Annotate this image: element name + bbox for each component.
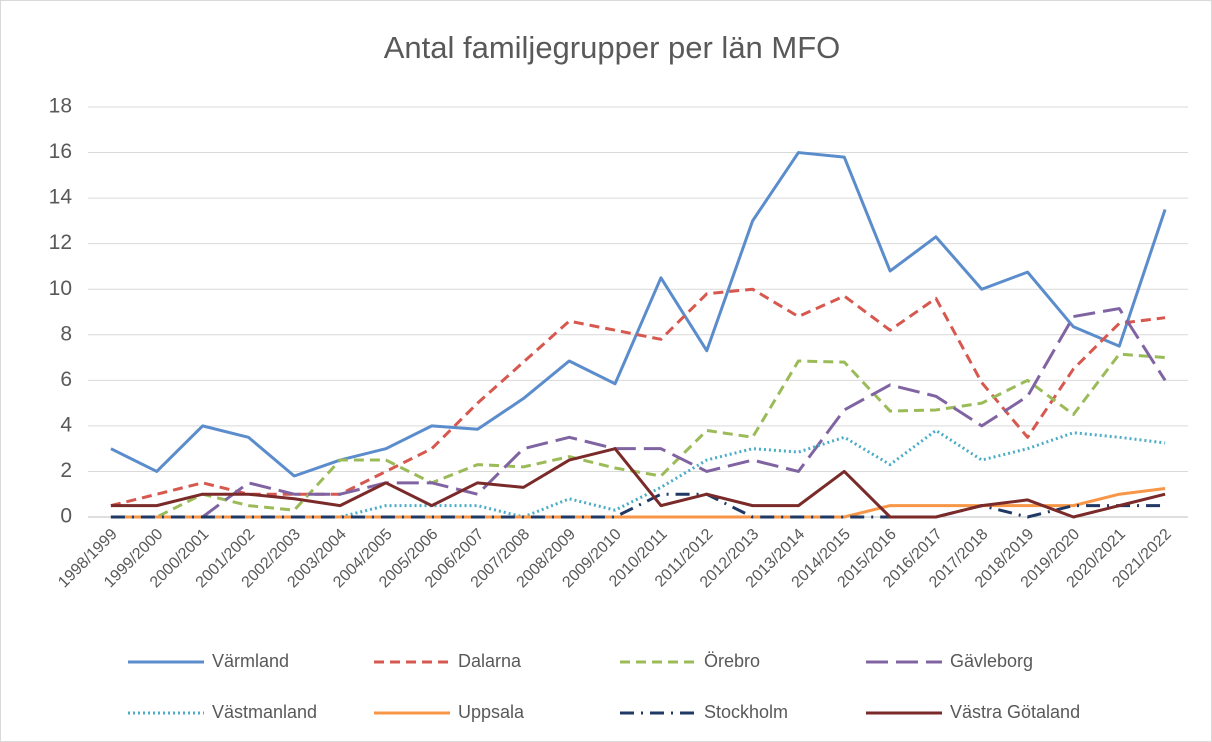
y-tick-label: 18 — [49, 95, 72, 118]
series-line — [110, 151, 1167, 478]
y-tick-label: 0 — [60, 505, 72, 528]
y-tick-label: 4 — [60, 413, 72, 436]
y-tick-label: 16 — [49, 140, 72, 163]
y-tick-label: 14 — [49, 186, 73, 209]
legend-label: Värmland — [212, 651, 289, 671]
y-tick-label: 8 — [60, 322, 72, 345]
legend-label: Dalarna — [458, 651, 522, 671]
legend-label: Stockholm — [704, 702, 788, 722]
legend-label: Örebro — [704, 651, 760, 671]
series-line — [110, 287, 1166, 508]
legend-label: Uppsala — [458, 702, 525, 722]
y-tick-label: 6 — [60, 368, 72, 391]
chart-title: Antal familjegrupper per län MFO — [384, 30, 841, 65]
series-line — [110, 447, 1166, 519]
legend-label: Västra Götaland — [950, 702, 1080, 722]
y-tick-label: 10 — [49, 277, 72, 300]
series-line — [110, 307, 1167, 519]
legend-label: Västmanland — [212, 702, 317, 722]
legend-label: Gävleborg — [950, 651, 1033, 671]
series-line — [110, 352, 1166, 519]
y-tick-label: 12 — [49, 231, 72, 254]
y-tick-label: 2 — [60, 459, 72, 482]
